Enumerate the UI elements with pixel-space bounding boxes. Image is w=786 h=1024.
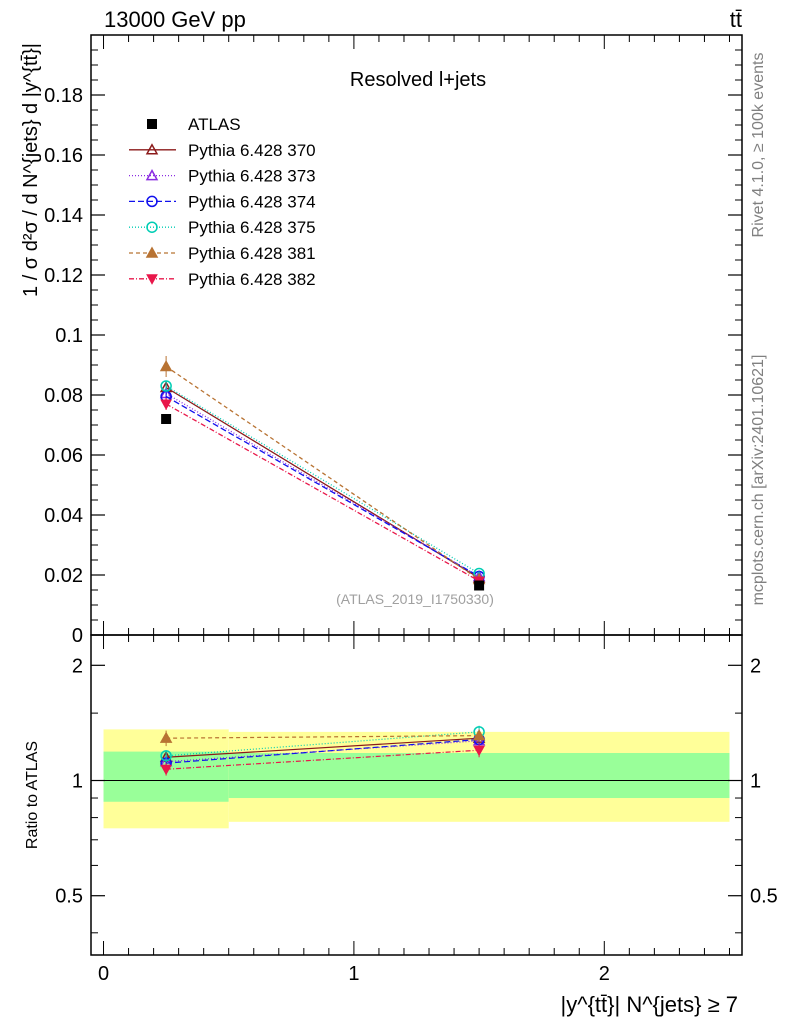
y-tick-label: 0.16 [44, 145, 83, 167]
series-pythia-6-428-375 [160, 380, 485, 580]
legend-label: Pythia 6.428 374 [188, 192, 316, 211]
data-point [474, 580, 485, 591]
x-tick-label: 0 [98, 963, 109, 985]
mcplots-label: mcplots.cern.ch [arXiv:2401.10621] [750, 355, 767, 606]
ratio-line [166, 738, 480, 764]
data-point [145, 169, 159, 181]
ratio-y-label: Ratio to ATLAS [24, 741, 41, 849]
energy-label: 13000 GeV pp [104, 7, 246, 32]
data-point [472, 729, 486, 741]
uncertainty-bands [103, 729, 730, 829]
legend-item: Pythia 6.428 370 [129, 141, 316, 160]
y-tick-label: 0.18 [44, 85, 83, 107]
rivet-version-label: Rivet 4.1.0, ≥ 100k events [750, 53, 767, 238]
main-y-label: 1 / σ d²σ / d N^{jets} d |y^{tt̄}| [20, 43, 42, 297]
data-point [160, 380, 172, 392]
y-tick-label: 0.1 [55, 325, 83, 347]
ratio-line [166, 749, 480, 770]
data-point [160, 750, 172, 762]
series-line [165, 395, 480, 578]
data-point [159, 359, 173, 372]
series-line [165, 385, 480, 575]
y-tick-label: 0.5 [55, 886, 83, 908]
data-point [161, 414, 172, 424]
series-line [165, 365, 480, 581]
main-y-axis: 0 0.02 0.04 0.06 0.08 0.1 0.12 0.14 0.16 0.18 [44, 49, 742, 647]
ratio-y-axis: 0.5 0.5 1 1 2 2 [55, 655, 778, 934]
process-label: tt̄ [730, 7, 742, 32]
data-point [145, 143, 159, 155]
ratio-pythia-6-428-381 [159, 729, 486, 747]
legend: ATLAS Pythia 6.428 370 Pythia 6.428 373 Pyt… [129, 115, 316, 289]
data-point [146, 274, 158, 285]
data-point [473, 745, 485, 757]
y-tick-label: 0.12 [44, 265, 83, 287]
series-line [165, 392, 480, 578]
y-tick-label: 0.02 [44, 565, 83, 587]
ratio-line [166, 735, 480, 739]
y-tick-label-right: 0.5 [750, 886, 778, 908]
series-pythia-6-428-382 [160, 398, 485, 588]
y-tick-label: 0.04 [44, 505, 83, 527]
legend-item: Pythia 6.428 381 [129, 244, 316, 263]
analysis-watermark: (ATLAS_2019_I1750330) [336, 591, 494, 607]
y-tick-label: 1 [72, 771, 83, 793]
main-series [159, 356, 486, 591]
data-point [160, 399, 172, 411]
x-axis: 0 1 2 [98, 635, 730, 985]
data-point [147, 119, 157, 129]
ratio-panel: 0.5 0.5 1 1 2 2 0 1 2 Ratio to ATLAS |y^{tt̄}| … [24, 634, 778, 1017]
legend-label: Pythia 6.428 375 [188, 218, 316, 237]
series-pythia-6-428-381 [159, 356, 486, 585]
series-pythia-6-428-374 [160, 390, 485, 583]
ratio-frame [90, 634, 743, 956]
y-tick-label: 0.06 [44, 445, 83, 467]
main-x-ticks [103, 35, 730, 635]
data-point [145, 246, 159, 258]
legend-item: Pythia 6.428 374 [129, 192, 316, 211]
x-tick-label: 1 [348, 963, 359, 985]
y-tick-label-right: 1 [750, 771, 761, 793]
legend-label: Pythia 6.428 370 [188, 141, 316, 160]
x-tick-label: 2 [599, 963, 610, 985]
legend-item: Pythia 6.428 373 [129, 167, 316, 186]
x-axis-label: |y^{tt̄}| N^{jets} ≥ 7 [561, 992, 738, 1017]
series-line [165, 403, 480, 582]
legend-label: Pythia 6.428 373 [188, 167, 316, 186]
y-tick-label-right: 2 [750, 655, 761, 677]
y-tick-label: 0 [72, 625, 83, 647]
data-point [146, 221, 158, 233]
y-tick-label: 0.14 [44, 205, 83, 227]
y-tick-label: 2 [72, 655, 83, 677]
data-point [160, 764, 172, 776]
data-point [146, 195, 158, 208]
ratio-line [166, 737, 480, 758]
legend-item: Pythia 6.428 382 [129, 270, 316, 289]
legend-item: ATLAS [147, 115, 241, 134]
legend-label: ATLAS [188, 115, 241, 134]
series-atlas [161, 414, 485, 591]
legend-label: Pythia 6.428 382 [188, 270, 316, 289]
legend-item: Pythia 6.428 375 [129, 218, 316, 237]
ratio-pythia-6-428-382 [160, 743, 485, 776]
green-band [228, 753, 730, 799]
data-point [159, 731, 173, 743]
y-tick-label: 0.08 [44, 385, 83, 407]
legend-label: Pythia 6.428 381 [188, 244, 316, 263]
ratio-series [159, 725, 486, 776]
main-panel: 0 0.02 0.04 0.06 0.08 0.1 0.12 0.14 0.16 0.18 Res… [20, 34, 743, 647]
chart-title: Resolved l+jets [350, 69, 486, 91]
